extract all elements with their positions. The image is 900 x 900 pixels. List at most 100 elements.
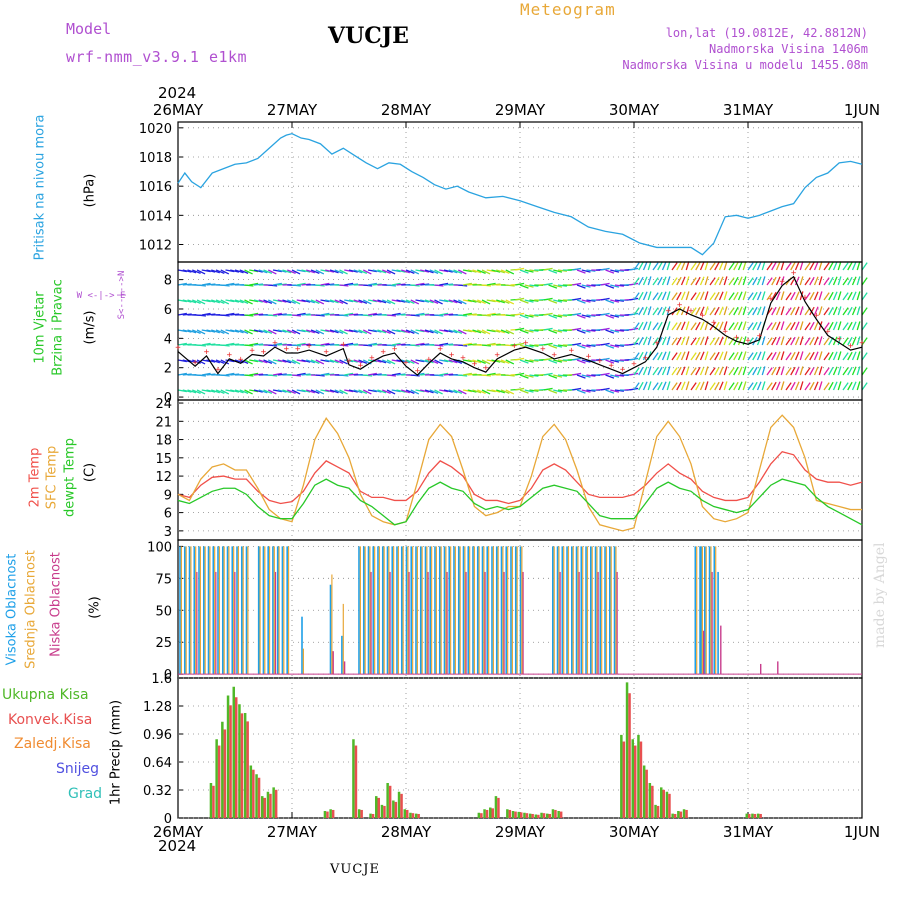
wind-barb (699, 306, 705, 316)
wind-barb (396, 343, 406, 346)
wind-barb (676, 351, 682, 361)
wind-barb (467, 269, 477, 273)
wind-barb (794, 291, 800, 301)
wind-barb (680, 336, 686, 346)
wind-barb (386, 299, 396, 305)
wind-barb (244, 359, 253, 365)
wind-barb (234, 299, 244, 304)
wind-barb (353, 359, 363, 364)
wind-barb (491, 389, 501, 393)
wind-barb (733, 291, 739, 301)
wind-barb (775, 276, 781, 286)
wind-barb (671, 292, 678, 301)
precip-bar-total (352, 739, 355, 818)
cloud-bar-mid (388, 546, 390, 675)
wind-barb (439, 372, 449, 376)
wind-barb (657, 276, 663, 286)
wind-barb (832, 321, 838, 331)
wind-barb (823, 262, 830, 271)
wind-barb (818, 381, 823, 391)
cloud-bar-high (267, 546, 269, 675)
gust-marker: + (437, 345, 443, 355)
precip-bar-conv (548, 813, 551, 818)
wind-barb (847, 261, 853, 271)
wind-barb (410, 314, 420, 317)
wind-barb (320, 342, 330, 346)
wind-barb (253, 389, 263, 393)
precip-bar-total (631, 739, 634, 818)
cloud-bar-mid (473, 546, 475, 675)
wind-barb (396, 329, 406, 333)
cloud-bar-low (332, 651, 334, 675)
wind-barb (467, 389, 477, 393)
wind-barb (737, 351, 743, 361)
gust-marker: + (711, 318, 717, 328)
wind-barb (220, 269, 230, 275)
wind-barb (458, 284, 468, 287)
cloud-bar-high (575, 546, 578, 675)
precip-bar-total (272, 787, 275, 818)
wind-barb (723, 321, 728, 331)
wind-barb (467, 359, 477, 363)
precip-bar-total (682, 809, 686, 818)
wind-barb (363, 314, 373, 317)
wind-barb (410, 374, 420, 377)
cloud-bar-high (226, 546, 229, 675)
wind-barb (310, 269, 320, 274)
wind-barb (220, 374, 230, 377)
wind-barb (230, 313, 240, 316)
wind-barb (709, 382, 716, 391)
wind-barb (737, 276, 743, 286)
x-tick-label-bottom: 28MAY (381, 823, 432, 841)
wind-barb (196, 359, 206, 365)
wind-barb (553, 389, 563, 393)
gust-marker: + (802, 293, 808, 303)
wind-barb (666, 381, 671, 391)
cloud-bar-mid (454, 546, 456, 675)
wind-barb (348, 299, 358, 303)
wind-barb (244, 284, 254, 287)
wind-barb (529, 389, 539, 392)
wind-barb (467, 373, 477, 376)
wind-barb (671, 382, 678, 391)
y-tick-label: 0.64 (143, 756, 172, 771)
y-tick-label: 6 (164, 507, 172, 522)
cloud-bar-mid (610, 546, 612, 675)
wind-barb (524, 269, 534, 273)
wind-barb (733, 306, 739, 316)
cloud-bar-low (215, 571, 217, 675)
precip-bar-conv (514, 811, 517, 818)
wind-barb (709, 337, 716, 346)
wind-barb (515, 387, 525, 391)
precip-bar-conv (252, 769, 255, 818)
wind-barb (695, 276, 701, 286)
wind-barb (206, 343, 216, 346)
wind-barb (576, 284, 586, 289)
wind-barb (581, 374, 591, 378)
wind-barb (832, 381, 838, 391)
wind-barb (258, 359, 268, 364)
cloud-bar-high (613, 546, 616, 675)
wind-barb (429, 329, 439, 334)
cloud-bar-mid (497, 546, 499, 675)
cloud-bar-mid (302, 648, 304, 675)
wind-barb (680, 291, 686, 301)
wind-barb (301, 313, 311, 316)
wind-barb (605, 299, 615, 304)
wind-barb (813, 321, 819, 331)
wind-barb (382, 329, 391, 334)
wind-barb (680, 381, 686, 391)
wind-barb (747, 262, 754, 271)
compass-ew: W <-|-> E (77, 291, 126, 301)
wind-barb (291, 284, 302, 287)
wind-barb (329, 389, 339, 394)
cloud-bar-mid (492, 546, 494, 675)
meteogram-label: Meteogram (520, 0, 616, 19)
wind-barb (647, 261, 652, 271)
wind-barb (182, 373, 192, 376)
x-tick-label-bottom: 1JUN (844, 823, 880, 841)
wind-barb (515, 372, 525, 376)
wind-barb (832, 261, 838, 271)
wind-barb (737, 381, 743, 391)
x-tick-label-top: 28MAY (381, 101, 432, 119)
